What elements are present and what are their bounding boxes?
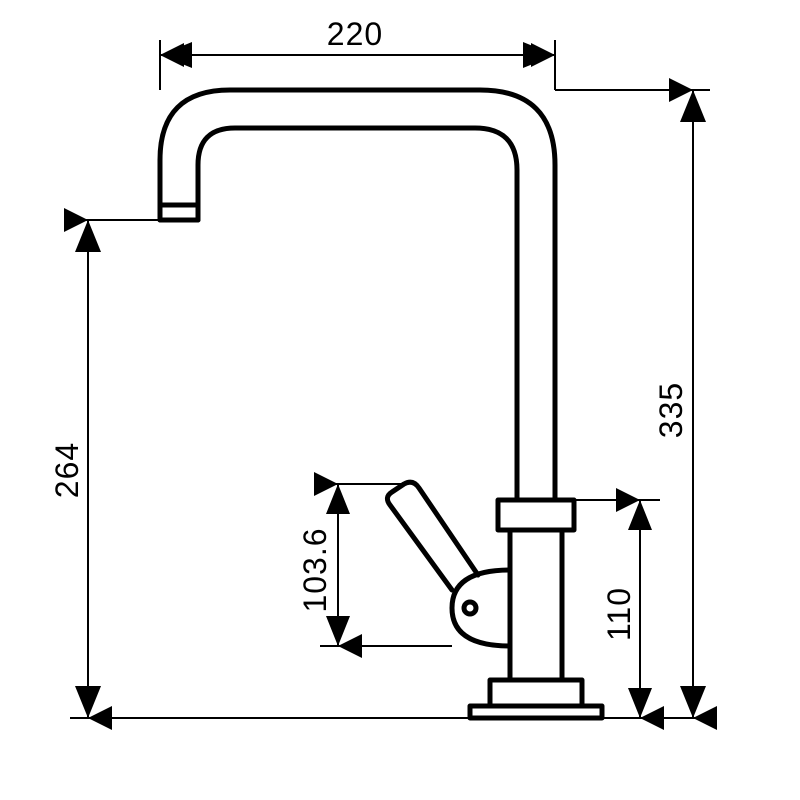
dim-handle-height: 103.6 — [297, 527, 333, 612]
dim-spout-width: 220 — [327, 16, 383, 52]
dim-base-height: 110 — [601, 587, 637, 641]
dim-overall-height: 335 — [653, 382, 689, 438]
dim-spout-height: 264 — [49, 442, 85, 498]
faucet-body — [160, 90, 602, 718]
faucet-dimension-drawing: 220 335 110 264 103.6 — [0, 0, 800, 800]
dimension-texts: 220 335 110 264 103.6 — [49, 16, 689, 641]
